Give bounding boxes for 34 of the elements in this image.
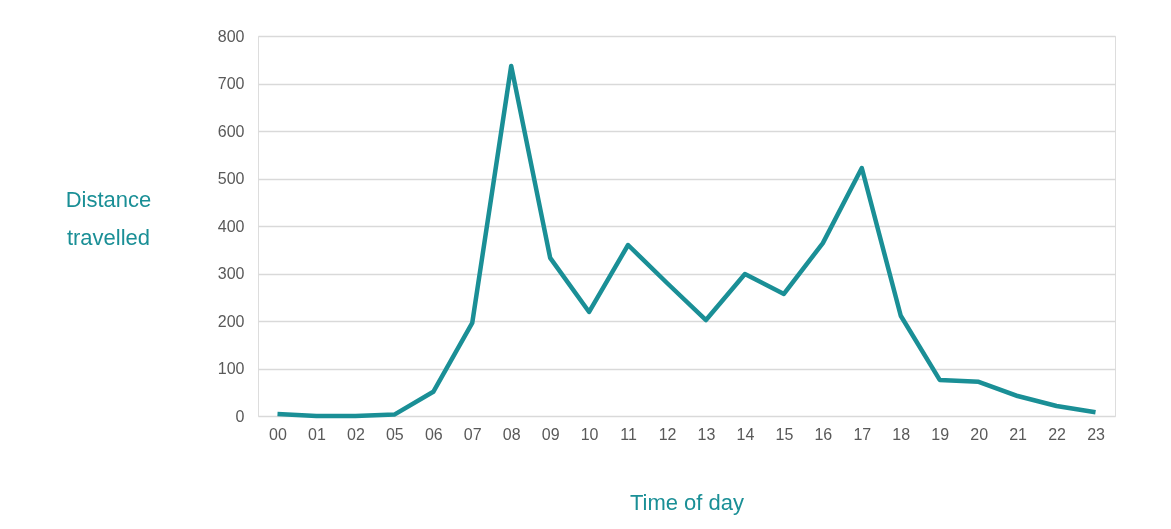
x-tick-label: 02: [346, 425, 365, 443]
x-tick-label: 00: [269, 425, 287, 443]
x-tick-label: 23: [1087, 425, 1106, 443]
x-tick-label: 18: [892, 425, 911, 443]
y-tick-label: 0: [235, 407, 245, 425]
y-tick-label: 500: [217, 170, 245, 187]
x-tick-label: 21: [1009, 425, 1028, 443]
x-tick-label: 22: [1048, 425, 1067, 443]
x-tick-label: 20: [970, 425, 989, 443]
x-tick-label: 16: [814, 425, 833, 443]
y-tick-label: 200: [217, 312, 245, 330]
y-tick-label: 300: [217, 265, 245, 282]
x-tick-label: 15: [775, 425, 794, 443]
x-tick-label: 19: [931, 425, 950, 443]
y-tick-label: 100: [217, 360, 245, 377]
x-axis-title: Time of day: [629, 489, 745, 515]
x-tick-label: 13: [697, 425, 716, 443]
y-tick-label: 800: [217, 27, 245, 45]
x-tick-label: 17: [853, 425, 872, 443]
x-tick-label: 10: [580, 425, 599, 443]
y-tick-label: 700: [217, 75, 245, 92]
x-tick-label: 11: [620, 425, 637, 443]
x-tick-label: 14: [736, 425, 755, 443]
x-tick-label: 08: [502, 425, 521, 443]
x-tick-label: 05: [385, 425, 404, 443]
y-tick-label: 400: [217, 217, 245, 235]
line-series: [275, 63, 1098, 419]
x-tick-label: 06: [424, 425, 443, 443]
x-tick-label: 09: [541, 425, 560, 443]
y-axis-title: Distance travelled: [65, 186, 152, 250]
x-tick-label: 01: [308, 425, 326, 443]
x-tick-label: 07: [463, 425, 482, 443]
y-tick-label: 600: [217, 122, 245, 140]
x-tick-label: 12: [658, 425, 677, 443]
